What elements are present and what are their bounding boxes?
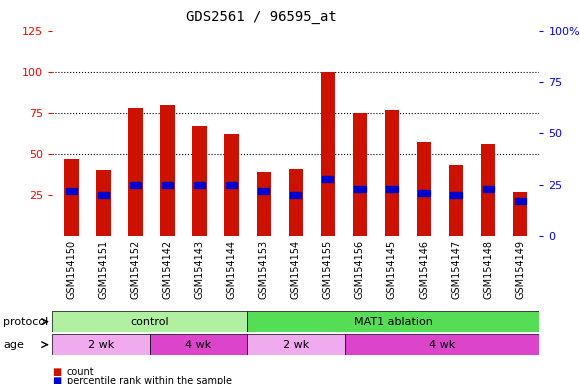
Text: GSM154155: GSM154155	[323, 240, 333, 299]
Text: GSM154154: GSM154154	[291, 240, 301, 299]
Bar	[224, 134, 239, 236]
Bar	[290, 192, 302, 198]
Bar	[96, 170, 111, 236]
Bar	[52, 311, 247, 332]
Text: GSM154156: GSM154156	[355, 240, 365, 299]
Bar	[256, 172, 271, 236]
Bar	[345, 334, 539, 355]
Bar	[451, 192, 462, 198]
Text: 4 wk: 4 wk	[429, 339, 455, 350]
Text: GSM154153: GSM154153	[259, 240, 269, 299]
Bar	[449, 166, 463, 236]
Text: GSM154143: GSM154143	[195, 240, 205, 299]
Bar	[321, 72, 335, 236]
Bar	[483, 186, 494, 192]
Bar	[128, 108, 143, 236]
Bar	[193, 126, 207, 236]
Bar	[226, 182, 237, 188]
Bar	[418, 190, 430, 196]
Bar	[385, 109, 399, 236]
Text: GSM154151: GSM154151	[99, 240, 108, 299]
Text: ■: ■	[52, 376, 61, 384]
Bar	[247, 311, 539, 332]
Bar	[258, 188, 269, 194]
Bar	[194, 182, 205, 188]
Text: GSM154148: GSM154148	[483, 240, 493, 299]
Bar	[162, 182, 173, 188]
Bar	[130, 182, 141, 188]
Bar	[386, 186, 397, 192]
Text: ■: ■	[52, 367, 61, 377]
Bar	[98, 192, 109, 198]
Bar	[481, 144, 495, 236]
Bar	[353, 113, 367, 236]
Bar	[52, 334, 150, 355]
Text: percentile rank within the sample: percentile rank within the sample	[67, 376, 231, 384]
Text: 2 wk: 2 wk	[282, 339, 309, 350]
Bar	[247, 334, 345, 355]
Text: count: count	[67, 367, 95, 377]
Bar	[150, 334, 247, 355]
Text: GSM154145: GSM154145	[387, 240, 397, 299]
Bar	[513, 192, 527, 236]
Text: GSM154144: GSM154144	[227, 240, 237, 299]
Text: GSM154142: GSM154142	[162, 240, 173, 299]
Bar	[289, 169, 303, 236]
Bar	[322, 175, 333, 182]
Text: age: age	[3, 339, 24, 350]
Bar	[64, 159, 79, 236]
Text: GSM154149: GSM154149	[515, 240, 525, 299]
Bar	[417, 142, 431, 236]
Text: GSM154152: GSM154152	[130, 240, 140, 299]
Text: MAT1 ablation: MAT1 ablation	[354, 316, 433, 327]
Text: 4 wk: 4 wk	[185, 339, 212, 350]
Text: GSM154146: GSM154146	[419, 240, 429, 299]
Text: GDS2561 / 96595_at: GDS2561 / 96595_at	[186, 10, 336, 23]
Text: 2 wk: 2 wk	[88, 339, 114, 350]
Bar	[514, 198, 526, 204]
Text: protocol: protocol	[3, 316, 48, 327]
Text: GSM154147: GSM154147	[451, 240, 461, 299]
Bar	[354, 186, 365, 192]
Bar	[161, 105, 175, 236]
Text: control: control	[130, 316, 169, 327]
Text: GSM154150: GSM154150	[67, 240, 77, 299]
Bar	[66, 188, 77, 194]
